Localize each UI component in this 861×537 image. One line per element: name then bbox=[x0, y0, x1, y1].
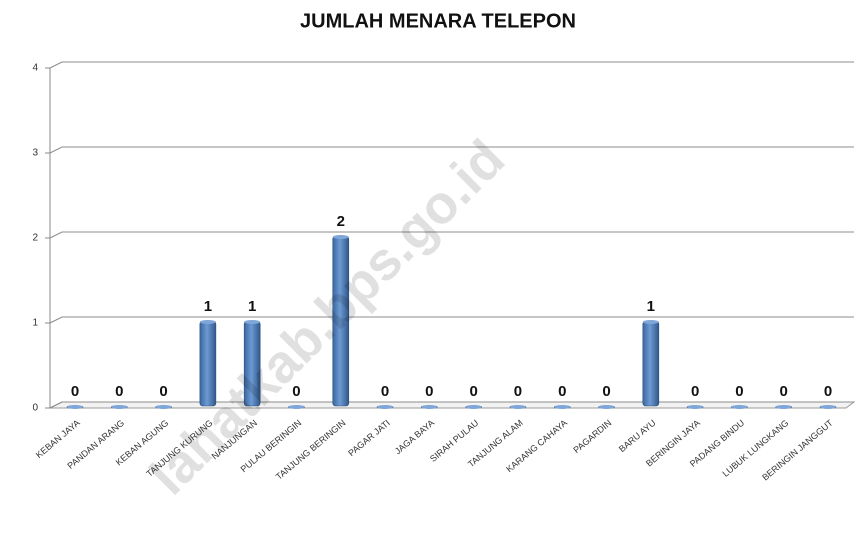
bar-cap bbox=[465, 405, 482, 409]
x-tick-label: PAGARDIN bbox=[571, 418, 613, 455]
y-tick-label: 3 bbox=[32, 148, 38, 159]
value-label: 0 bbox=[425, 383, 433, 400]
chart-title: JUMLAH MENARA TELEPON bbox=[300, 10, 576, 32]
x-tick-label: BARU AYU bbox=[617, 418, 658, 454]
grid-line bbox=[49, 146, 854, 154]
value-label: 1 bbox=[204, 298, 212, 315]
value-label: 0 bbox=[558, 383, 566, 400]
bar-cap bbox=[155, 405, 172, 409]
bar-cap bbox=[199, 320, 216, 324]
y-tick-label: 1 bbox=[32, 318, 38, 329]
bar-cap bbox=[820, 405, 836, 409]
grid-line bbox=[49, 401, 854, 409]
value-label: 0 bbox=[735, 383, 743, 400]
bar-cap bbox=[731, 405, 748, 409]
value-label: 0 bbox=[115, 383, 123, 400]
y-tick-label: 0 bbox=[32, 403, 38, 414]
grid-line bbox=[49, 61, 854, 69]
y-tick-label: 2 bbox=[32, 233, 38, 244]
bar-cap bbox=[642, 320, 659, 324]
grid-line bbox=[49, 231, 854, 239]
bar-cap bbox=[288, 405, 305, 409]
grid-line bbox=[49, 316, 854, 324]
bar bbox=[642, 320, 660, 407]
value-label: 0 bbox=[691, 383, 699, 400]
bar-cap bbox=[67, 405, 83, 409]
value-label: 0 bbox=[780, 383, 788, 400]
bar-cap bbox=[332, 235, 349, 239]
value-label: 0 bbox=[381, 383, 389, 400]
value-label: 0 bbox=[292, 383, 300, 400]
bar-cap bbox=[598, 405, 615, 409]
bar-cap bbox=[687, 405, 704, 409]
value-label: 0 bbox=[602, 383, 610, 400]
y-tick-label: 4 bbox=[32, 63, 38, 74]
x-tick-label: KEBAN JAYA bbox=[34, 418, 82, 460]
bar-cap bbox=[421, 405, 438, 409]
value-label: 0 bbox=[71, 383, 79, 400]
bar-cap bbox=[111, 405, 128, 409]
value-label: 0 bbox=[159, 383, 167, 400]
bar-cap bbox=[775, 405, 792, 409]
x-tick-label: PAGAR JATI bbox=[346, 418, 392, 459]
bar-cap bbox=[509, 405, 526, 409]
bar-cap bbox=[554, 405, 571, 409]
x-tick-label: JAGA BAYA bbox=[393, 418, 436, 457]
value-label: 1 bbox=[647, 298, 655, 315]
value-label: 2 bbox=[337, 213, 345, 230]
value-label: 0 bbox=[514, 383, 522, 400]
bar-cap bbox=[244, 320, 261, 324]
value-label: 0 bbox=[824, 383, 832, 400]
value-label: 1 bbox=[248, 298, 256, 315]
value-label: 0 bbox=[469, 383, 477, 400]
bar-cap bbox=[377, 405, 394, 409]
